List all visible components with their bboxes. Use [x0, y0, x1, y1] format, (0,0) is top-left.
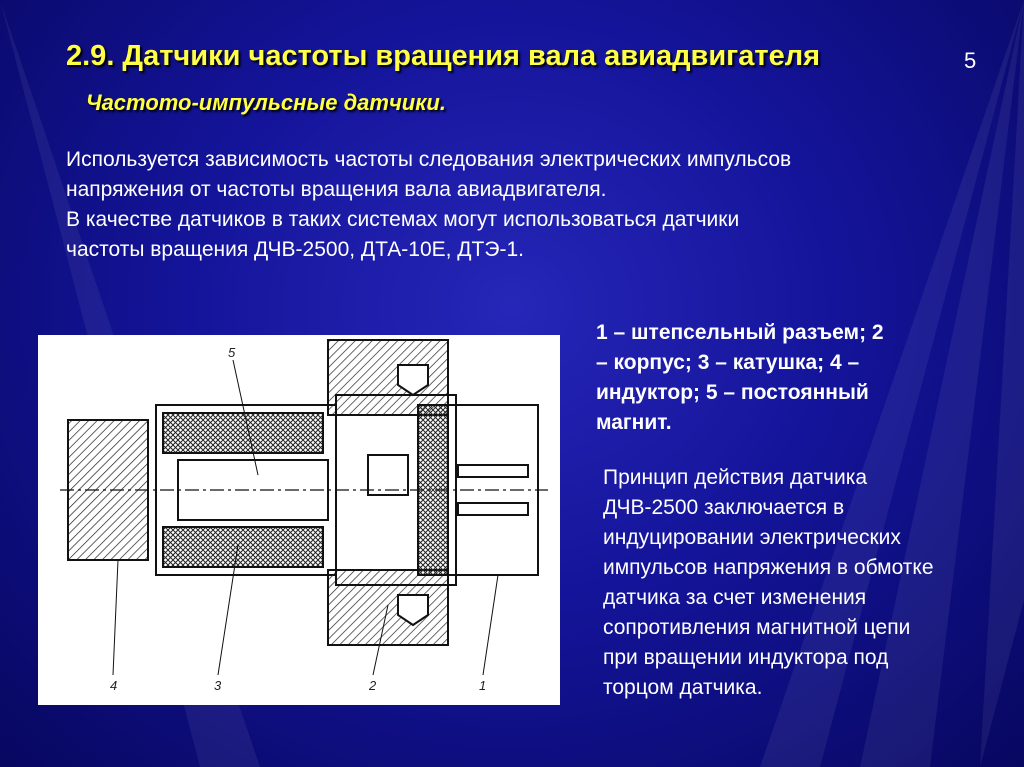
description: Принцип действия датчика ДЧВ-2500 заключа… [603, 463, 934, 703]
slide-number: 5 [964, 48, 977, 73]
intro-line: В качестве датчиков в таких системах мог… [66, 208, 740, 231]
subtitle: Частото-импульсные датчики. [86, 90, 446, 115]
sensor-drawing: 4 3 2 1 5 [38, 335, 560, 705]
intro-line: напряжения от частоты вращения вала авиа… [66, 178, 607, 201]
intro-text: Используется зависимость частоты следова… [66, 145, 791, 265]
description-line: датчика за счет изменения [603, 586, 867, 609]
caption-line: индуктор; 5 – постоянный [596, 381, 869, 404]
caption-line: 1 – штепсельный разъем; 2 [596, 321, 884, 344]
figure-caption: 1 – штепсельный разъем; 2 – корпус; 3 – к… [596, 318, 884, 438]
figure-label: 2 [368, 678, 377, 693]
intro-line: Используется зависимость частоты следова… [66, 148, 792, 171]
figure-label: 3 [214, 678, 222, 693]
figure-label: 5 [228, 345, 236, 360]
intro-line: частоты вращения ДЧВ-2500, ДТА-10Е, ДТЭ-… [66, 238, 524, 261]
description-line: импульсов напряжения в обмотке [603, 556, 934, 579]
figure-label: 4 [110, 678, 117, 693]
figure-label: 1 [479, 678, 486, 693]
description-line: при вращении индуктора под [603, 646, 889, 669]
caption-line: – корпус; 3 – катушка; 4 – [596, 351, 860, 374]
title: 2.9. Датчики частоты вращения вала авиад… [66, 40, 821, 72]
description-line: ДЧВ-2500 заключается в [603, 496, 845, 519]
description-line: индуцировании электрических [603, 526, 901, 549]
description-line: сопротивления магнитной цепи [603, 616, 911, 639]
description-line: торцом датчика. [603, 676, 763, 699]
description-line: Принцип действия датчика [603, 466, 868, 489]
caption-line: магнит. [596, 411, 672, 434]
